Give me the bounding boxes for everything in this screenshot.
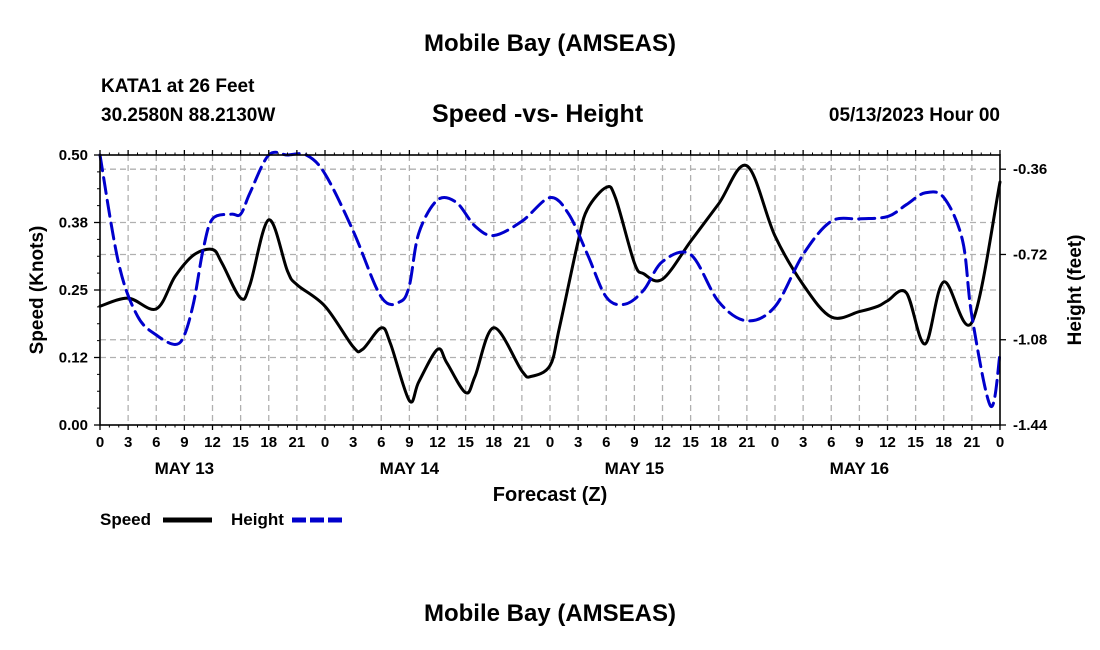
axis-ticks <box>94 150 1006 430</box>
day-label: MAY 13 <box>155 459 215 478</box>
x-tick-label: 6 <box>152 434 160 451</box>
y2-axis-title: Height (feet) <box>1065 235 1086 346</box>
x-tick-label: 3 <box>124 434 132 451</box>
x-tick-label: 0 <box>771 434 779 451</box>
x-tick-label: 15 <box>232 434 249 451</box>
station-name: KATA1 at 26 Feet <box>101 76 255 97</box>
x-tick-label: 12 <box>654 434 671 451</box>
y-tick-label: 0.00 <box>59 417 88 434</box>
x-tick-label: 21 <box>739 434 756 451</box>
x-tick-label: 3 <box>799 434 807 451</box>
x-tick-label: 9 <box>630 434 638 451</box>
x-tick-label: 0 <box>321 434 329 451</box>
y-tick-label: 0.25 <box>59 282 88 299</box>
x-tick-label: 21 <box>289 434 306 451</box>
x-tick-label: 18 <box>260 434 277 451</box>
x-tick-label: 12 <box>204 434 221 451</box>
x-tick-label: 15 <box>682 434 699 451</box>
x-tick-label: 15 <box>457 434 474 451</box>
x-tick-label: 0 <box>96 434 104 451</box>
y2-tick-label: -0.72 <box>1013 246 1047 263</box>
run-time: 05/13/2023 Hour 00 <box>828 105 1000 126</box>
x-tick-label: 12 <box>429 434 446 451</box>
x-tick-label: 6 <box>827 434 835 451</box>
axis-labels: 0 3 6 9 12 15 18 21 0 3 6 9 12 15 18 21 0 3 6 9 12 15 18 21 0 3 6 9… <box>59 147 1048 478</box>
speed-series-line <box>98 163 1002 404</box>
height-series-line <box>98 150 1002 408</box>
day-label: MAY 16 <box>830 459 890 478</box>
y2-tick-label: -0.36 <box>1013 161 1047 178</box>
station-coordinates: 30.2580N 88.2130W <box>101 105 276 126</box>
chart-subtitle: Speed -vs- Height <box>432 100 644 128</box>
y-axis-title: Speed (Knots) <box>27 226 48 355</box>
day-label: MAY 14 <box>380 459 440 478</box>
x-tick-label: 18 <box>485 434 502 451</box>
y2-tick-label: -1.08 <box>1013 332 1047 349</box>
x-tick-label: 21 <box>514 434 531 451</box>
series-lines <box>98 150 1002 408</box>
x-tick-label: 3 <box>574 434 582 451</box>
x-tick-label: 15 <box>907 434 924 451</box>
x-tick-label: 9 <box>405 434 413 451</box>
x-tick-label: 3 <box>349 434 357 451</box>
x-tick-label: 9 <box>855 434 863 451</box>
y-tick-label: 0.50 <box>59 147 88 164</box>
x-tick-label: 18 <box>710 434 727 451</box>
x-tick-label: 21 <box>964 434 981 451</box>
x-tick-label: 12 <box>879 434 896 451</box>
x-axis-title: Forecast (Z) <box>493 484 607 506</box>
x-tick-label: 6 <box>602 434 610 451</box>
legend-height-label: Height <box>231 510 284 529</box>
x-tick-label: 0 <box>546 434 554 451</box>
x-tick-label: 18 <box>935 434 952 451</box>
page-title: Mobile Bay (AMSEAS) <box>423 30 677 57</box>
y-tick-label: 0.38 <box>59 215 88 232</box>
grid-lines <box>100 155 1000 425</box>
footer-title: Mobile Bay (AMSEAS) <box>423 600 677 627</box>
x-tick-label: 6 <box>377 434 385 451</box>
y-tick-label: 0.12 <box>59 350 88 367</box>
x-tick-label: 9 <box>180 434 188 451</box>
day-label: MAY 15 <box>605 459 665 478</box>
legend-speed-label: Speed <box>100 510 152 529</box>
x-tick-label: 0 <box>996 434 1004 451</box>
y2-tick-label: -1.44 <box>1013 417 1048 434</box>
